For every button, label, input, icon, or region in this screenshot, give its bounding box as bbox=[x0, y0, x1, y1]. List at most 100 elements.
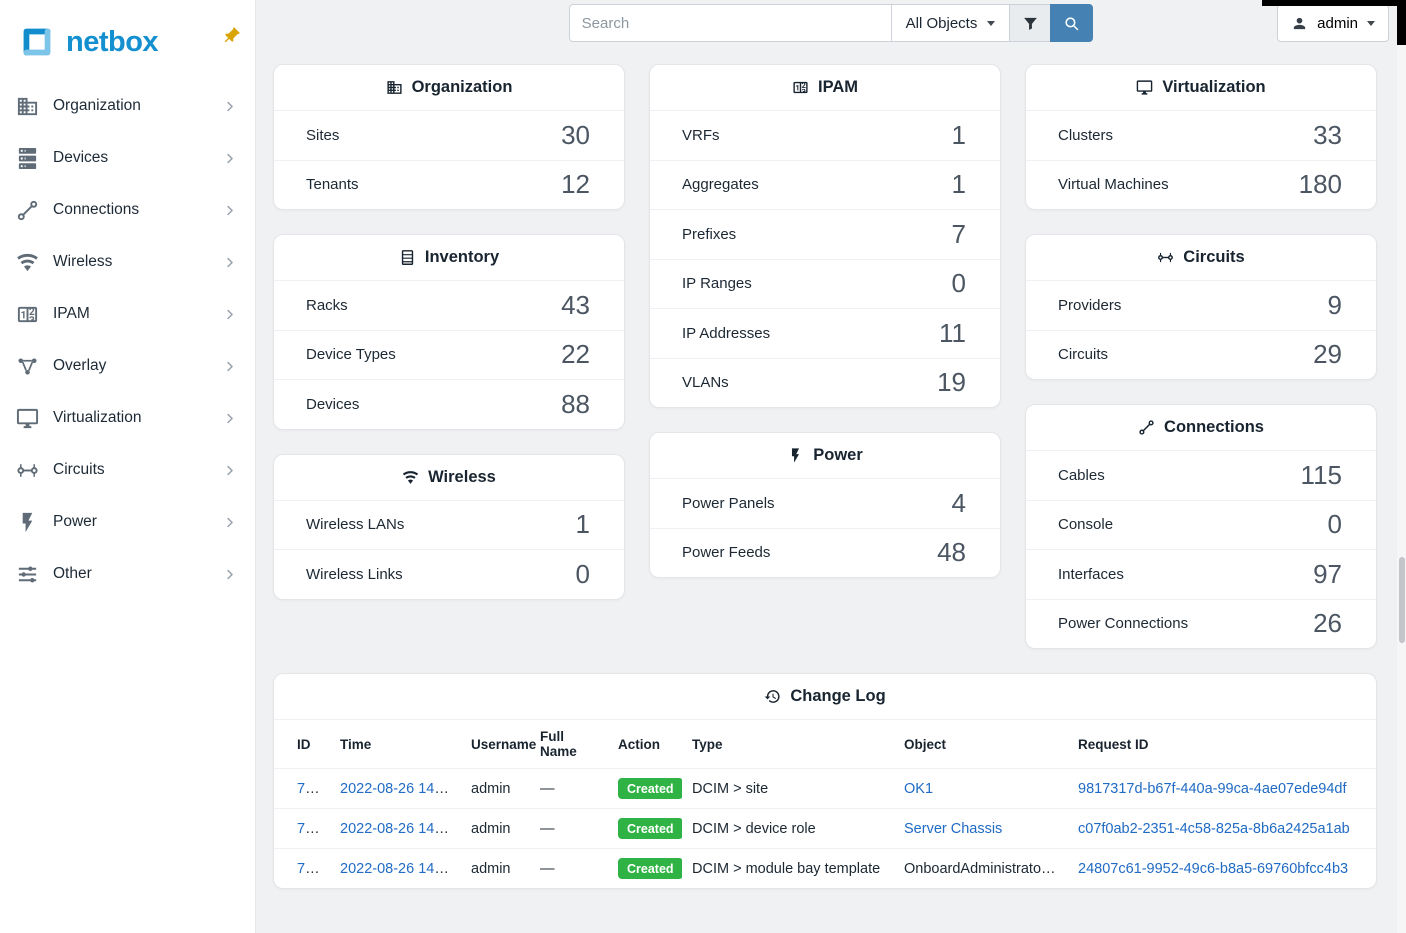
stat-value-link[interactable]: 0 bbox=[951, 268, 966, 299]
filter-button[interactable] bbox=[1009, 4, 1051, 42]
sidebar-item-circuits[interactable]: Circuits bbox=[0, 444, 255, 496]
stat-value-link[interactable]: 1 bbox=[575, 509, 590, 540]
chevron-right-icon bbox=[222, 203, 237, 218]
stat-value-link[interactable]: 9 bbox=[1327, 289, 1342, 320]
changelog-object-link[interactable]: Server Chassis bbox=[904, 820, 1003, 837]
sidebar-item-devices[interactable]: Devices bbox=[0, 132, 255, 184]
transit-connection-icon bbox=[1157, 249, 1174, 266]
user-menu-button[interactable]: admin bbox=[1277, 4, 1389, 42]
stat-value-link[interactable]: 33 bbox=[1313, 119, 1342, 150]
scrollbar-track[interactable] bbox=[1397, 45, 1406, 933]
changelog-request-id-link[interactable]: 9817317d-b67f-440a-99ca-4ae07ede94df bbox=[1078, 780, 1347, 797]
stat-label: Providers bbox=[1058, 296, 1122, 314]
chevron-right-icon bbox=[222, 255, 237, 270]
scrollbar-thumb[interactable] bbox=[1398, 557, 1405, 643]
screen-corner-block bbox=[1397, 0, 1406, 45]
sidebar-item-ipam[interactable]: IPAM bbox=[0, 288, 255, 340]
stat-label: Console bbox=[1058, 516, 1114, 534]
sidebar-item-other[interactable]: Other bbox=[0, 548, 255, 600]
table-row: 754 2022-08-26 14:17 admin — Created DCI… bbox=[274, 808, 1376, 849]
stat-value-link[interactable]: 115 bbox=[1300, 459, 1342, 490]
stat-row-clusters: Clusters 33 bbox=[1026, 110, 1376, 160]
changelog-time-link[interactable]: 2022-08-26 14:15 bbox=[340, 860, 455, 877]
changelog-id-link[interactable]: 753 bbox=[297, 860, 322, 877]
search-submit-button[interactable] bbox=[1050, 4, 1094, 42]
sidebar-item-label: Wireless bbox=[53, 253, 113, 270]
lightning-icon bbox=[16, 511, 39, 534]
stat-value-link[interactable]: 12 bbox=[561, 169, 590, 200]
sidebar-item-power[interactable]: Power bbox=[0, 496, 255, 548]
changelog-request-id-link[interactable]: c07f0ab2-2351-4c58-825a-8b6a2425a1ab bbox=[1078, 820, 1350, 837]
pin-sidebar-icon[interactable] bbox=[217, 22, 245, 50]
stat-row-cables: Cables 115 bbox=[1026, 450, 1376, 500]
chevron-right-icon bbox=[222, 307, 237, 322]
ipam-card: IPAM VRFs 1 Aggregates 1 Prefixes 7 IP R… bbox=[649, 64, 1001, 408]
user-menu-label: admin bbox=[1317, 14, 1358, 32]
object-type-dropdown[interactable]: All Objects bbox=[890, 4, 1010, 42]
changelog-type: DCIM > device role bbox=[692, 820, 816, 837]
global-search: All Objects bbox=[568, 4, 1094, 42]
sidebar-header: netbox bbox=[0, 0, 255, 78]
stat-value-link[interactable]: 26 bbox=[1313, 608, 1342, 639]
sidebar-item-virtualization[interactable]: Virtualization bbox=[0, 392, 255, 444]
inventory-card: Inventory Racks 43 Device Types 22 Devic… bbox=[273, 234, 625, 430]
stat-value-link[interactable]: 1 bbox=[951, 169, 966, 200]
changelog-id-link[interactable]: 755 bbox=[297, 780, 322, 797]
col-header-id: ID bbox=[274, 719, 330, 769]
stat-value-link[interactable]: 22 bbox=[561, 339, 590, 370]
stat-value-link[interactable]: 7 bbox=[951, 218, 966, 249]
changelog-time-link[interactable]: 2022-08-26 14:17 bbox=[340, 820, 455, 837]
wireless-card: Wireless Wireless LANs 1 Wireless Links … bbox=[273, 453, 625, 600]
col-header-object: Object bbox=[894, 719, 1068, 769]
changelog-type: DCIM > module bay template bbox=[692, 860, 881, 877]
sidebar-item-organization[interactable]: Organization bbox=[0, 80, 255, 132]
stat-value-link[interactable]: 19 bbox=[937, 367, 966, 398]
changelog-request-id-link[interactable]: 24807c61-9952-49c6-b8a5-69760bfcc4b3 bbox=[1078, 860, 1349, 877]
stat-value-link[interactable]: 0 bbox=[575, 558, 590, 589]
stat-label: Cables bbox=[1058, 466, 1105, 484]
card-header: Inventory bbox=[274, 235, 624, 280]
stat-row-wireless-lans: Wireless LANs 1 bbox=[274, 499, 624, 550]
stat-value-link[interactable]: 97 bbox=[1313, 558, 1342, 589]
card-title: IPAM bbox=[817, 78, 859, 96]
stat-row-prefixes: Prefixes 7 bbox=[650, 209, 1000, 259]
connections-icon bbox=[16, 199, 39, 222]
stat-value-link[interactable]: 43 bbox=[561, 289, 590, 320]
history-icon bbox=[764, 688, 781, 705]
status-badge: Created bbox=[618, 858, 682, 879]
netbox-logo[interactable]: netbox bbox=[14, 19, 159, 65]
monitor-icon bbox=[16, 407, 39, 430]
stat-label: IP Ranges bbox=[682, 275, 752, 293]
sidebar-item-label: Devices bbox=[53, 149, 109, 166]
cable-icon bbox=[1138, 419, 1155, 436]
card-title: Inventory bbox=[424, 248, 500, 266]
domain-icon bbox=[16, 95, 39, 118]
stat-row-device-types: Device Types 22 bbox=[274, 329, 624, 380]
search-input[interactable] bbox=[568, 4, 891, 42]
stat-value-link[interactable]: 11 bbox=[939, 317, 966, 348]
stat-value-link[interactable]: 4 bbox=[951, 487, 966, 518]
stat-row-wireless-links: Wireless Links 0 bbox=[274, 549, 624, 599]
stat-label: Power Connections bbox=[1058, 615, 1189, 633]
stat-value-link[interactable]: 29 bbox=[1313, 339, 1342, 370]
filter-icon bbox=[1022, 15, 1039, 32]
sidebar-item-overlay[interactable]: Overlay bbox=[0, 340, 255, 392]
stat-value-link[interactable]: 48 bbox=[937, 537, 966, 568]
stat-value-link[interactable]: 1 bbox=[951, 119, 966, 150]
tune-icon bbox=[16, 563, 39, 586]
stat-label: Power Feeds bbox=[682, 544, 771, 562]
col-header-request-id: Request ID bbox=[1068, 719, 1376, 769]
stat-row-devices: Devices 88 bbox=[274, 379, 624, 429]
table-row: 753 2022-08-26 14:15 admin — Created DCI… bbox=[274, 848, 1376, 888]
stat-value-link[interactable]: 180 bbox=[1298, 169, 1342, 200]
sidebar-item-wireless[interactable]: Wireless bbox=[0, 236, 255, 288]
stat-value-link[interactable]: 30 bbox=[561, 119, 590, 150]
sidebar-item-connections[interactable]: Connections bbox=[0, 184, 255, 236]
changelog-time-link[interactable]: 2022-08-26 14:22 bbox=[340, 780, 455, 797]
chevron-right-icon bbox=[222, 99, 237, 114]
stat-value-link[interactable]: 88 bbox=[561, 388, 590, 419]
changelog-object-link[interactable]: OK1 bbox=[904, 780, 934, 797]
screen-corner-strip bbox=[1262, 0, 1406, 6]
stat-value-link[interactable]: 0 bbox=[1327, 509, 1342, 540]
changelog-id-link[interactable]: 754 bbox=[297, 820, 322, 837]
